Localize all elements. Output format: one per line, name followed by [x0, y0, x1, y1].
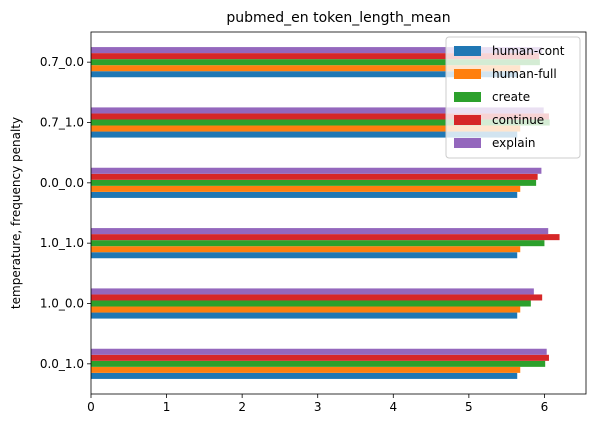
- x-tick-label: 3: [314, 400, 322, 414]
- bar-continue-1.0_0.0: [91, 294, 543, 301]
- x-tick-label: 2: [238, 400, 246, 414]
- y-tick-label: 0.7_0.0: [40, 55, 84, 69]
- bar-create-0.0_0.0: [91, 179, 537, 186]
- bar-explain-1.0_1.0: [91, 228, 549, 235]
- legend-label-explain: explain: [492, 136, 536, 150]
- legend: human-cont human-full create continue explai…: [445, 36, 581, 159]
- bar-continue-0.7_1.0: [91, 113, 549, 120]
- x-tick-label: 6: [541, 400, 549, 414]
- bar-human-cont-1.0_1.0: [91, 252, 518, 259]
- bar-human-full-0.0_1.0: [91, 366, 521, 373]
- bar-human-full-1.0_0.0: [91, 306, 521, 313]
- bars-layer: [91, 47, 560, 379]
- bar-human-cont-0.0_0.0: [91, 191, 518, 198]
- bar-create-0.7_1.0: [91, 119, 550, 126]
- y-tick-label: 0.0_0.0: [40, 176, 84, 190]
- legend-box: [445, 36, 581, 159]
- axes-layer: 0 1 2 3 4 5 6 0.0_1.0 1.0_0.0 1.0_1.0 0.0_0.0 0.7_1…: [40, 31, 587, 414]
- bar-explain-0.0_0.0: [91, 167, 542, 174]
- legend-label-human-cont: human-cont: [492, 44, 565, 58]
- legend-swatch-continue: [454, 115, 481, 125]
- bar-human-full-0.7_1.0: [91, 125, 521, 132]
- y-tick-label: 1.0_1.0: [40, 236, 84, 250]
- bar-human-full-1.0_1.0: [91, 246, 521, 253]
- bar-create-0.0_1.0: [91, 360, 546, 367]
- y-axis-title: temperature, frequency penalty: [9, 117, 23, 309]
- y-tick-label: 0.0_1.0: [40, 357, 84, 371]
- bar-explain-0.7_0.0: [91, 47, 543, 54]
- bar-human-cont-0.7_0.0: [91, 71, 518, 78]
- legend-swatch-human-cont: [454, 46, 481, 56]
- y-tick-label: 0.7_1.0: [40, 116, 84, 130]
- x-tick-label: 0: [87, 400, 95, 414]
- bar-explain-1.0_0.0: [91, 288, 534, 295]
- legend-swatch-human-full: [454, 69, 481, 79]
- x-tick-label: 4: [389, 400, 397, 414]
- y-tick-label: 1.0_0.0: [40, 297, 84, 311]
- bar-human-cont-0.0_1.0: [91, 372, 518, 379]
- bar-continue-0.7_0.0: [91, 53, 540, 60]
- legend-swatch-create: [454, 92, 481, 102]
- x-tick-label: 5: [465, 400, 473, 414]
- legend-swatch-explain: [454, 138, 481, 148]
- legend-label-continue: continue: [492, 113, 544, 127]
- bar-human-cont-0.7_1.0: [91, 131, 518, 138]
- bar-explain-0.7_1.0: [91, 107, 544, 114]
- bar-human-full-0.7_0.0: [91, 65, 521, 72]
- bar-human-full-0.0_0.0: [91, 185, 521, 192]
- legend-label-human-full: human-full: [492, 67, 557, 81]
- bar-human-cont-1.0_0.0: [91, 312, 518, 319]
- bar-create-0.7_0.0: [91, 59, 540, 66]
- bar-explain-0.0_1.0: [91, 348, 547, 355]
- chart-title: pubmed_en token_length_mean: [226, 10, 450, 26]
- bar-continue-0.0_1.0: [91, 354, 549, 361]
- plot-frame: [90, 31, 587, 395]
- bar-create-1.0_1.0: [91, 240, 545, 247]
- legend-label-create: create: [492, 90, 530, 104]
- bar-create-1.0_0.0: [91, 300, 531, 307]
- x-tick-label: 1: [163, 400, 171, 414]
- bar-continue-0.0_0.0: [91, 173, 538, 180]
- bar-continue-1.0_1.0: [91, 234, 560, 241]
